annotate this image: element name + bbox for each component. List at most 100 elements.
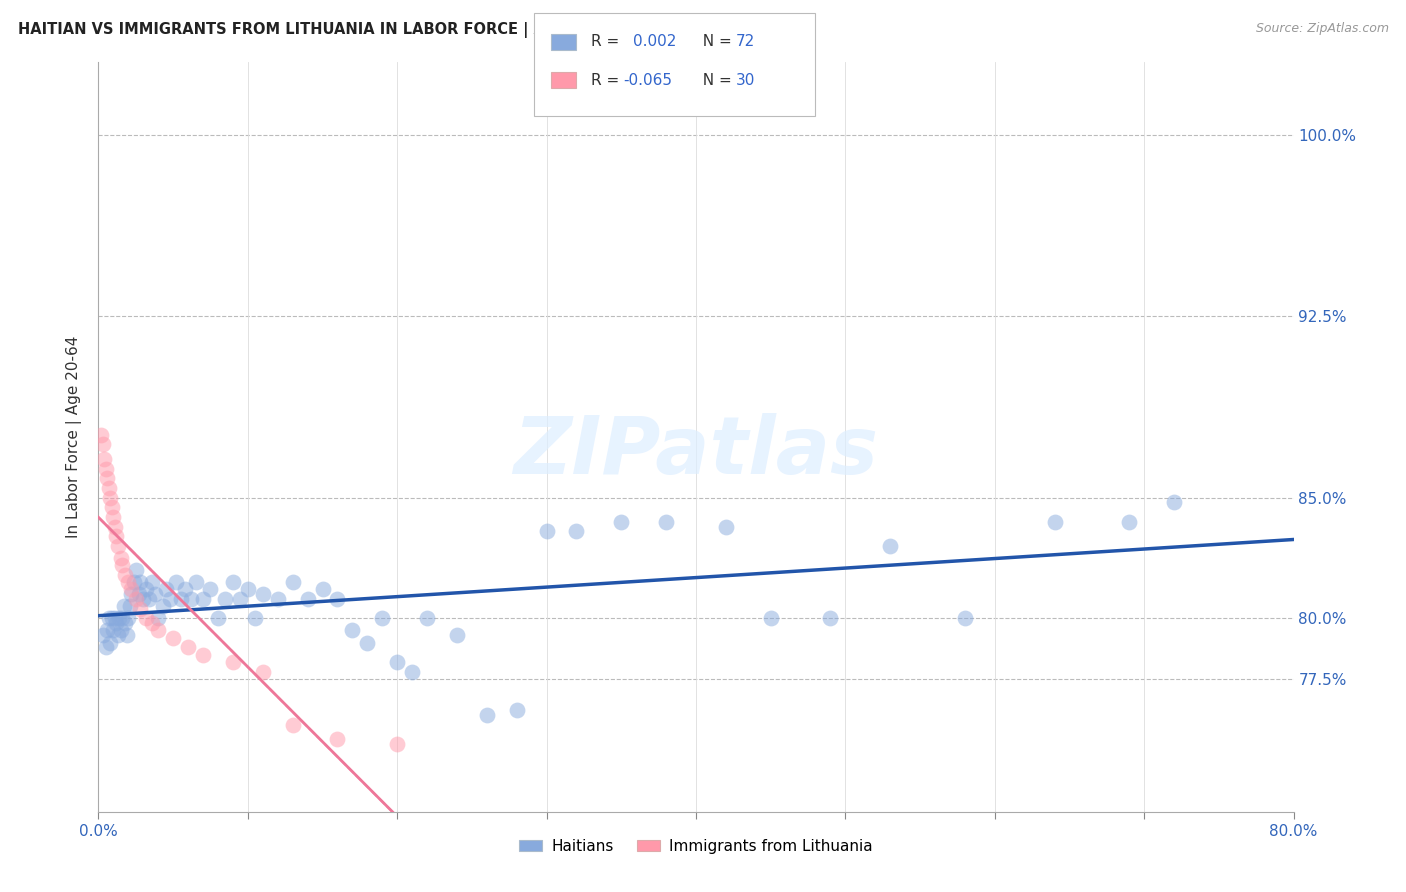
Point [107,539,129,553]
Y-axis label: In Labor Force | Age 20-64: In Labor Force | Age 20-64 [66,336,83,538]
Text: R =: R = [591,73,624,87]
Point [129,601,152,615]
Point [94,640,117,655]
Point [162,631,184,645]
Point [200,582,222,597]
Point [90,427,112,442]
Point [184,575,207,590]
Point [115,628,138,642]
Point [124,575,146,590]
Point [110,550,132,565]
Point [117,575,139,590]
Point [191,592,214,607]
Point [103,509,125,524]
Point [148,611,170,625]
Point [401,665,423,679]
Point [125,592,148,607]
Point [714,519,737,533]
Point [169,592,191,607]
Point [371,611,394,625]
Point [141,575,163,590]
Point [252,665,274,679]
Point [114,616,136,631]
Point [281,717,304,731]
Point [120,587,142,601]
Point [105,616,128,631]
Point [311,582,333,597]
Point [120,582,142,597]
Text: -0.065: -0.065 [623,73,672,87]
Point [148,624,170,638]
Point [129,575,152,590]
Text: 72: 72 [735,35,755,49]
Point [565,524,588,539]
Point [91,628,114,642]
Point [97,611,120,625]
Point [96,624,118,638]
Text: 30: 30 [735,73,755,87]
Text: N =: N = [693,73,737,87]
Point [159,592,181,607]
Point [245,611,267,625]
Point [222,655,245,669]
Text: N =: N = [693,35,737,49]
Point [214,592,236,607]
Point [138,592,160,607]
Point [125,563,148,577]
Point [475,708,498,723]
Point [108,611,131,625]
Point [104,519,127,533]
Point [128,587,150,601]
Point [135,582,157,597]
Point [1118,515,1140,529]
Point [152,599,174,614]
Point [191,648,214,662]
Point [107,628,129,642]
Point [342,624,364,638]
Point [252,587,274,601]
Point [759,611,782,625]
Point [117,611,139,625]
Point [118,599,141,614]
Point [155,582,177,597]
Point [97,481,120,495]
Point [536,524,558,539]
Text: R =: R = [591,35,628,49]
Point [177,640,200,655]
Text: HAITIAN VS IMMIGRANTS FROM LITHUANIA IN LABOR FORCE | AGE 20-64 CORRELATION CHAR: HAITIAN VS IMMIGRANTS FROM LITHUANIA IN … [18,22,800,38]
Point [446,628,468,642]
Point [141,616,163,631]
Point [98,491,122,505]
Point [112,599,135,614]
Text: 0.002: 0.002 [633,35,676,49]
Point [101,500,124,515]
Point [297,592,319,607]
Point [174,582,197,597]
Point [356,635,378,649]
Point [1163,495,1185,509]
Point [101,611,124,625]
Point [165,575,187,590]
Point [132,592,155,607]
Text: Source: ZipAtlas.com: Source: ZipAtlas.com [1256,22,1389,36]
Point [93,451,115,466]
Point [110,624,132,638]
Point [655,515,678,529]
Point [98,635,122,649]
Point [96,471,118,485]
Point [879,539,901,553]
Point [222,575,245,590]
Point [953,611,976,625]
Point [267,592,290,607]
Point [94,461,117,475]
Point [1043,515,1066,529]
Point [506,703,529,717]
Point [281,575,304,590]
Point [416,611,439,625]
Point [105,529,128,543]
Point [385,737,409,751]
Point [180,592,202,607]
Point [111,611,134,625]
Point [135,611,157,625]
Point [820,611,842,625]
